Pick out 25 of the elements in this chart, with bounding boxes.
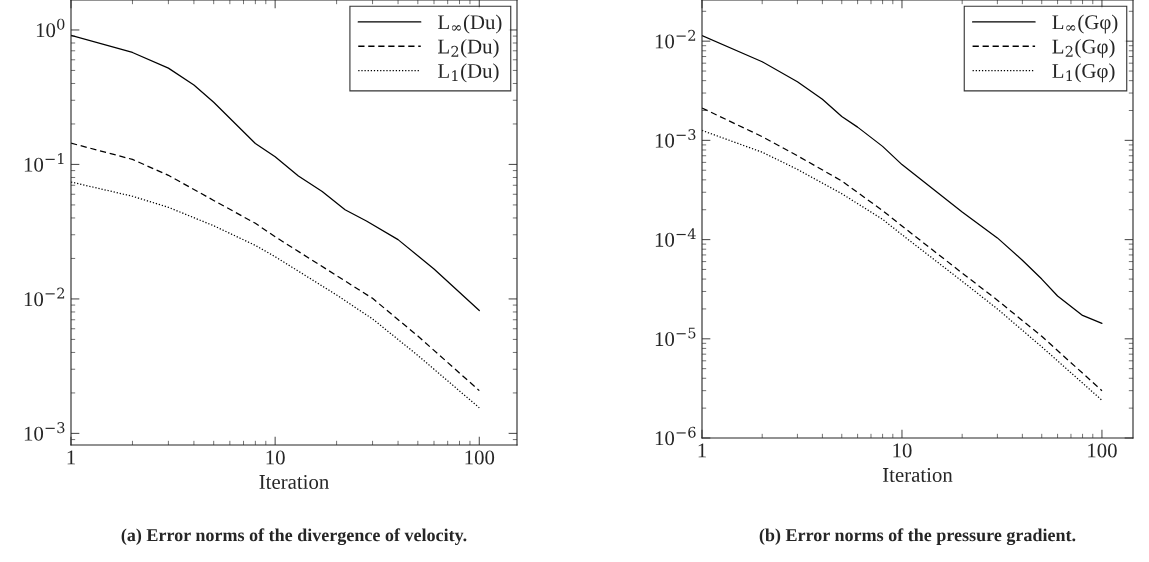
legend-label: L$_{2}$(Du) [438,38,499,58]
x-axis-title: Iteration [259,474,329,489]
x-tick-label: 1 [698,443,706,458]
y-tick-label: 10$^{−3}$ [655,129,696,148]
x-tick-label: 100 [1088,443,1117,458]
legend-label: L$_{1}$(Gφ) [1052,63,1115,83]
legend-label: L$_{2}$(Gφ) [1052,38,1115,58]
y-tick-label: 10$^{0}$ [36,18,65,38]
x-axis-title: Iteration [882,467,953,482]
legend-label: L$_{1}$(Du) [438,63,499,83]
y-tick-label: 10$^{−3}$ [24,422,65,441]
x-tick-label: 1 [67,450,75,465]
y-tick-label: 10$^{−5}$ [655,327,696,347]
x-tick-label: 100 [465,450,495,465]
legend-label: L$_{∞}$(Gφ) [1052,14,1118,34]
y-tick-label: 10$^{−6}$ [655,426,696,446]
y-tick-label: 10$^{−4}$ [655,228,696,247]
y-tick-label: 10$^{−2}$ [24,287,65,307]
x-tick-label: 10 [266,450,285,465]
x-tick-label: 10 [893,443,912,458]
y-tick-label: 10$^{−2}$ [655,29,696,49]
y-tick-label: 10$^{−1}$ [24,153,64,172]
legend-label: L$_{∞}$(Du) [438,14,502,34]
text: (a) Error norms of the divergence of velocity. [121,528,467,546]
text: (b) Error norms of the pressure gradient. [759,528,1076,546]
